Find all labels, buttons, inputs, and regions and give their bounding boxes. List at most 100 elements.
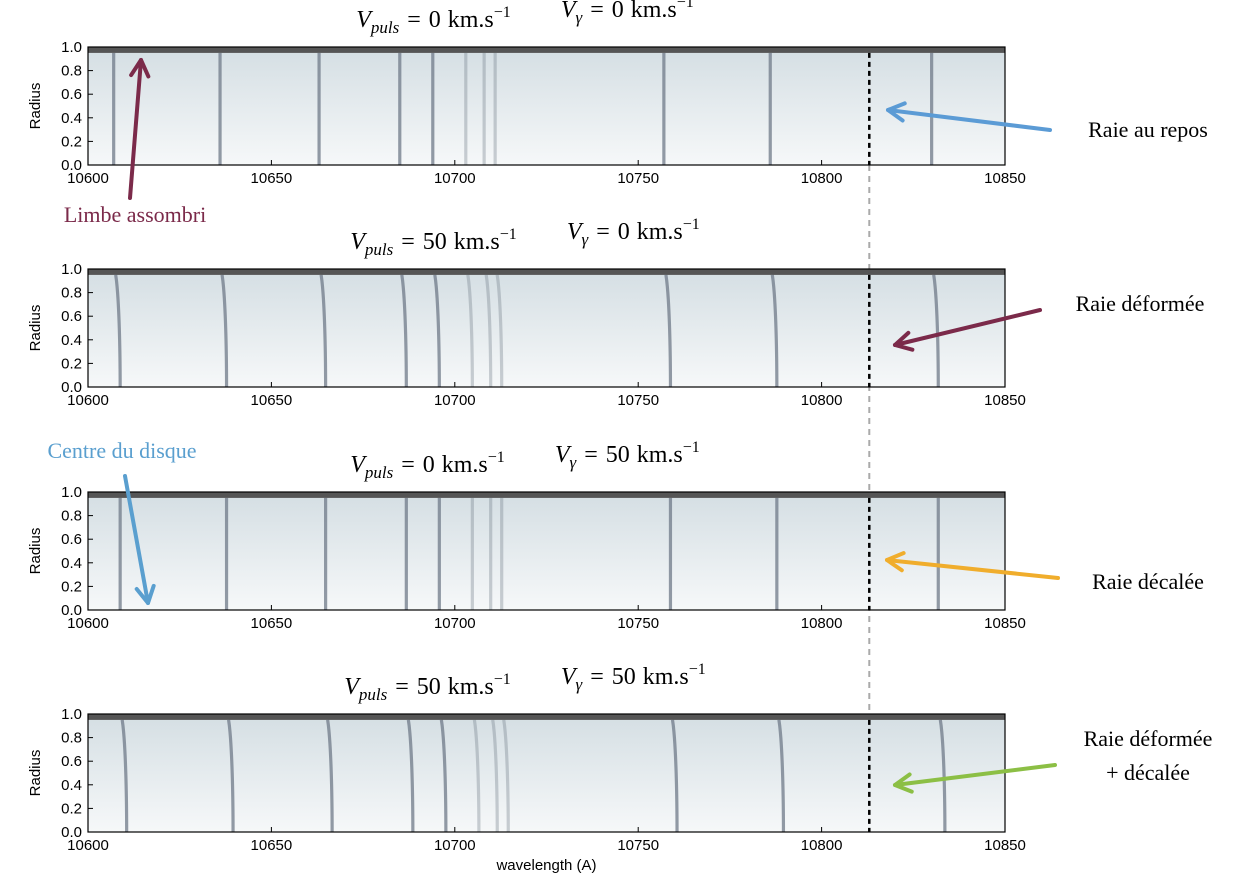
x-tick-label: 10800 — [801, 615, 843, 632]
y-tick-label: 0.2 — [61, 133, 82, 150]
arrow-head — [134, 583, 156, 605]
title-unit: km.s — [454, 229, 500, 255]
arrow-shaft — [885, 558, 1060, 580]
title-value: 50 — [612, 664, 636, 690]
title-symbol: V — [350, 229, 367, 255]
x-tick-label: 10850 — [984, 837, 1026, 854]
frame — [87, 268, 1006, 388]
arrow-shaft — [128, 58, 143, 200]
annotation: Raie décalée — [1092, 569, 1204, 594]
title-symbol: V — [350, 452, 367, 478]
y-tick-label: 0.8 — [61, 730, 82, 747]
panel-title: Vpuls = 0 km.s−1 Vγ = 50 km.s−1 — [350, 439, 700, 482]
annotation: Limbe assombri — [64, 202, 206, 227]
title-exponent: −1 — [500, 226, 517, 243]
x-tick-label: 10750 — [617, 615, 659, 632]
disk-image — [88, 47, 1005, 165]
x-tick-label: 10600 — [67, 170, 109, 187]
title-relation: = — [401, 229, 415, 255]
x-tick-label: 10600 — [67, 615, 109, 632]
title-value: 0 — [423, 452, 435, 478]
dark-band — [88, 47, 1005, 53]
title-unit: km.s — [631, 0, 677, 23]
y-tick-label: 0.0 — [61, 824, 82, 841]
arrow-head — [885, 551, 906, 573]
panel: 10600 10650 10700 10750 10800 10850 0.0 0.2 0.4 0… — [27, 216, 1026, 409]
disk-image — [88, 269, 1005, 387]
annotation-line: Raie décalée — [1092, 569, 1204, 594]
spectral-line — [220, 274, 229, 387]
title-subscript: γ — [575, 675, 583, 694]
x-tick-label: 10700 — [434, 837, 476, 854]
title-value: 0 — [429, 7, 441, 33]
x-tick-label: 10750 — [617, 837, 659, 854]
disk-image — [88, 492, 1005, 610]
title-subscript: γ — [569, 453, 577, 472]
spectral-line — [670, 719, 679, 832]
y-tick-label: 0.4 — [61, 332, 82, 349]
x-tick-label: 10750 — [617, 170, 659, 187]
spectral-line — [466, 274, 474, 387]
y-tick-label: 0.6 — [61, 531, 82, 548]
spectral-line — [484, 274, 493, 387]
title-exponent: −1 — [683, 216, 700, 233]
spectral-line — [502, 719, 510, 832]
panel: 10600 10650 10700 10750 10800 10850 0.0 0.2 0.4 0… — [27, 439, 1026, 632]
title-exponent: −1 — [683, 439, 700, 456]
arrow-head — [886, 101, 907, 123]
y-tick-label: 1.0 — [61, 39, 82, 56]
annotation: Raie au repos — [1088, 117, 1208, 142]
title-symbol: V — [344, 674, 361, 700]
panel-title: Vpuls = 50 km.s−1 Vγ = 50 km.s−1 — [344, 661, 706, 704]
spectral-line — [400, 274, 408, 387]
title-symbol: V — [555, 442, 572, 468]
spectral-line — [770, 274, 779, 387]
title-subscript: puls — [370, 18, 400, 37]
spectral-line — [319, 274, 328, 387]
x-tick-label: 10650 — [251, 170, 293, 187]
y-axis-label: Radius — [27, 83, 44, 130]
y-tick-label: 1.0 — [61, 706, 82, 723]
panel: 10600 10650 10700 10750 10800 10850 0.0 0.2 0.4 0… — [27, 661, 1026, 874]
arrow-shaft — [893, 308, 1042, 347]
title-subscript: γ — [575, 8, 583, 27]
title-unit: km.s — [442, 452, 488, 478]
y-tick-label: 1.0 — [61, 261, 82, 278]
annotation-line: + décalée — [1106, 760, 1190, 785]
title-exponent: −1 — [494, 4, 511, 21]
annotation: Centre du disque — [47, 438, 196, 463]
dark-band — [88, 269, 1005, 275]
y-tick-label: 0.0 — [61, 157, 82, 174]
title-value: 50 — [606, 442, 630, 468]
annotation-line: Raie au repos — [1088, 117, 1208, 142]
title-subscript: γ — [581, 230, 589, 249]
annotation: Raie déformée + décalée — [1084, 726, 1213, 785]
y-tick-label: 0.0 — [61, 379, 82, 396]
title-value: 50 — [417, 674, 441, 700]
spectral-lines — [120, 719, 947, 832]
spectral-line — [932, 274, 940, 387]
y-tick-label: 0.8 — [61, 508, 82, 525]
x-tick-label: 10750 — [617, 392, 659, 409]
arrow-head — [893, 772, 914, 794]
title-exponent: −1 — [689, 661, 706, 678]
arrow-head — [129, 58, 151, 79]
y-tick-label: 0.8 — [61, 285, 82, 302]
x-tick-label: 10800 — [801, 392, 843, 409]
arrow-shaft — [886, 108, 1052, 132]
arrow-shaft — [123, 474, 150, 605]
title-unit: km.s — [448, 7, 494, 33]
annotation-line: Raie déformée — [1076, 291, 1205, 316]
title-relation: = — [584, 442, 598, 468]
spectral-lines — [112, 52, 934, 165]
x-tick-label: 10650 — [251, 392, 293, 409]
x-tick-label: 10600 — [67, 837, 109, 854]
title-value: 0 — [618, 219, 630, 245]
spectral-line — [406, 719, 415, 832]
title-value: 0 — [612, 0, 624, 23]
title-relation: = — [590, 0, 604, 23]
title-exponent: −1 — [488, 449, 505, 466]
y-tick-label: 0.6 — [61, 86, 82, 103]
x-axis-label: wavelength (A) — [495, 857, 596, 874]
